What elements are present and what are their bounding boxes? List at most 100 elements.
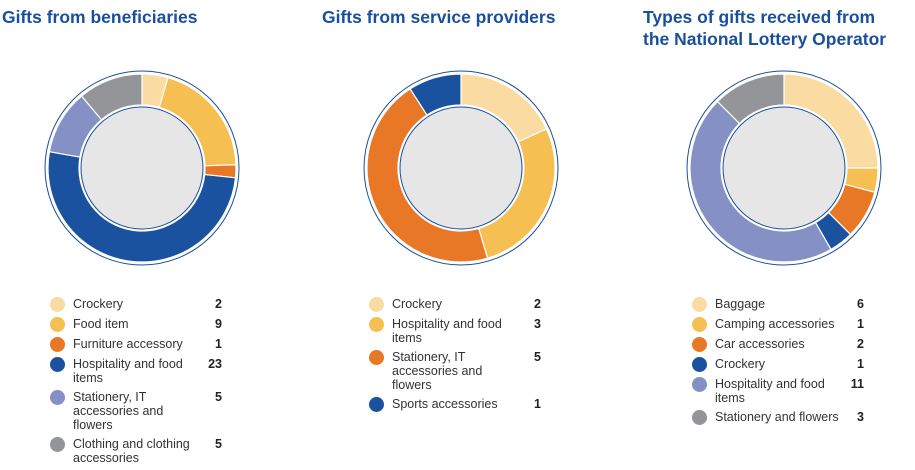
legend-label: Crockery: [73, 297, 123, 311]
legend-item: Hospitality and food items 3: [369, 317, 541, 345]
legend-label-line: Crockery: [392, 297, 443, 311]
legend-label-line: items: [73, 371, 103, 385]
legend-value: 9: [215, 317, 222, 331]
legend-label-line: Food item: [73, 317, 129, 331]
legend-swatch: [692, 317, 707, 332]
donut-chart: [363, 70, 559, 266]
legend-item: Hospitality and food items 23: [50, 357, 222, 385]
legend-label-line: accessories and: [392, 364, 483, 378]
legend-label-line: flowers: [392, 378, 432, 392]
legend-label: Camping accessories: [715, 317, 835, 331]
legend-item: Crockery 2: [50, 297, 222, 312]
legend-label: Hospitality and food items: [73, 357, 183, 385]
legend-label-line: Hospitality and food: [715, 377, 825, 391]
legend-value: 23: [208, 357, 222, 371]
legend-label: Furniture accessory: [73, 337, 183, 351]
legend-item: Baggage 6: [692, 297, 864, 312]
legend-value: 1: [534, 397, 541, 411]
legend-label: Crockery: [392, 297, 442, 311]
legend-label-line: Stationery, IT: [392, 350, 466, 364]
legend-label-line: Camping accessories: [715, 317, 835, 331]
legend-swatch: [50, 390, 65, 405]
legend-value: 3: [534, 317, 541, 331]
legend-swatch: [50, 357, 65, 372]
legend-item: Furniture accessory 1: [50, 337, 222, 352]
legend-value: 2: [215, 297, 222, 311]
legend-swatch: [369, 397, 384, 412]
legend-label-line: Hospitality and food: [392, 317, 502, 331]
donut-slice: [366, 88, 489, 263]
legend-label-line: flowers: [73, 418, 113, 432]
donut-chart: [686, 70, 882, 266]
donut-chart: [44, 70, 240, 266]
legend-item: Food item 9: [50, 317, 222, 332]
legend-item: Sports accessories 1: [369, 397, 541, 412]
legend-label-line: items: [392, 331, 422, 345]
legend-label-line: Crockery: [715, 357, 766, 371]
legend-swatch: [369, 317, 384, 332]
chart-title: Gifts from beneficiaries: [2, 7, 198, 27]
legend-value: 5: [215, 437, 222, 451]
legend-item: Stationery, IT accessories and flowers 5: [369, 350, 541, 392]
legend: Baggage 6 Camping accessories 1 Car accessor…: [692, 297, 864, 430]
legend-label-line: accessories: [73, 451, 139, 465]
chart-title: Types of gifts received from the Nationa…: [643, 6, 886, 50]
legend-label-line: Baggage: [715, 297, 766, 311]
legend-item: Crockery 1: [692, 357, 864, 372]
legend-label: Stationery, IT accessories and flowers: [73, 390, 163, 432]
legend-swatch: [50, 437, 65, 452]
legend-item: Hospitality and food items 11: [692, 377, 864, 405]
legend-label-line: Stationery and flowers: [715, 410, 839, 424]
legend-label: Hospitality and food items: [392, 317, 502, 345]
legend-swatch: [50, 297, 65, 312]
legend-value: 2: [534, 297, 541, 311]
donut-center: [80, 106, 204, 230]
legend-label: Car accessories: [715, 337, 805, 351]
legend-value: 1: [857, 317, 864, 331]
donut-slice: [409, 73, 462, 116]
legend-value: 5: [534, 350, 541, 364]
legend-label-line: Clothing and clothing: [73, 437, 190, 451]
legend-label-line: items: [715, 391, 745, 405]
legend-swatch: [692, 297, 707, 312]
legend-item: Clothing and clothing accessories 5: [50, 437, 222, 465]
donut-center: [399, 106, 523, 230]
legend-swatch: [692, 337, 707, 352]
legend-label-line: accessories and: [73, 404, 164, 418]
legend-swatch: [50, 317, 65, 332]
donut-slice: [47, 150, 237, 263]
legend-label-line: Crockery: [73, 297, 124, 311]
legend-value: 1: [215, 337, 222, 351]
legend: Crockery 2 Hospitality and food items 3 Stati…: [369, 297, 541, 417]
chart-title-line: Types of gifts received from: [643, 7, 876, 27]
legend-label: Clothing and clothing accessories: [73, 437, 190, 465]
donut-slice: [689, 100, 832, 263]
legend-item: Crockery 2: [369, 297, 541, 312]
legend-swatch: [692, 410, 707, 425]
legend-value: 6: [857, 297, 864, 311]
legend-label-line: Car accessories: [715, 337, 805, 351]
legend-label-line: Hospitality and food: [73, 357, 183, 371]
legend-label-line: Furniture accessory: [73, 337, 183, 351]
legend-label: Sports accessories: [392, 397, 498, 411]
legend-item: Stationery, IT accessories and flowers 5: [50, 390, 222, 432]
donut-slice: [716, 73, 785, 125]
donut-center: [722, 106, 846, 230]
legend-item: Camping accessories 1: [692, 317, 864, 332]
chart-title-line: the National Lottery Operator: [643, 29, 887, 49]
legend-label: Food item: [73, 317, 129, 331]
legend-value: 3: [857, 410, 864, 424]
legend-swatch: [692, 357, 707, 372]
legend-value: 2: [857, 337, 864, 351]
legend-label: Stationery and flowers: [715, 410, 839, 424]
donut-slice: [80, 73, 143, 121]
legend-item: Stationery and flowers 3: [692, 410, 864, 425]
legend-value: 5: [215, 390, 222, 404]
legend-swatch: [50, 337, 65, 352]
legend-swatch: [692, 377, 707, 392]
legend-value: 11: [850, 377, 864, 391]
legend-label: Baggage: [715, 297, 765, 311]
legend-label-line: Sports accessories: [392, 397, 498, 411]
legend: Crockery 2 Food item 9 Furniture accessory 1 H…: [50, 297, 222, 470]
legend-item: Car accessories 2: [692, 337, 864, 352]
